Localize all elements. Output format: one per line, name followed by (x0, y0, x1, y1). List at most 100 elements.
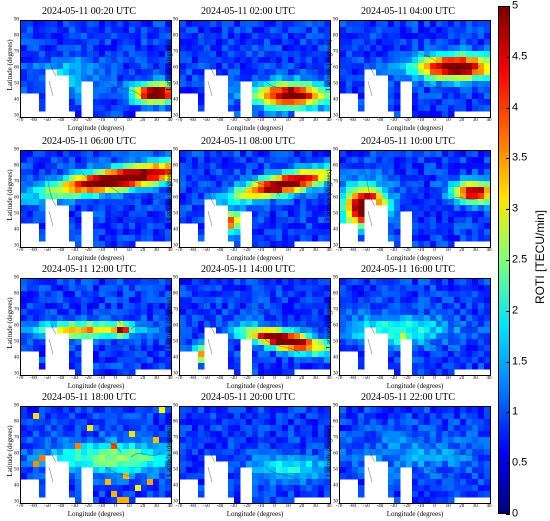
roti-map (20, 406, 172, 504)
x-tick-label: -70 (175, 248, 183, 253)
y-tick-label: 90 (333, 17, 338, 23)
x-tick-label: -20 (84, 248, 92, 253)
x-tick-label: -30 (230, 504, 237, 509)
y-tick-label: 50 (14, 211, 19, 217)
panel-title: 2024-05-11 14:00 UTC (200, 264, 296, 275)
x-tick-label: 40 (167, 504, 173, 509)
x-tick-label: -30 (71, 248, 78, 253)
x-tick-label: -50 (202, 376, 210, 381)
x-tick-label: 10 (445, 504, 451, 509)
x-tick-labels: -70 -60 -50 -40 -30 -20 -10 0 10 20 30 40 (336, 118, 492, 125)
x-tick-label: -60 (349, 118, 356, 123)
colorbar-tick-mark (506, 209, 510, 211)
y-tick-label: 40 (14, 227, 19, 233)
y-tick-label: 40 (14, 355, 19, 361)
x-tick-label: 20 (459, 248, 465, 253)
x-tick-label: -50 (362, 248, 370, 253)
y-tick-labels: 90 80 70 60 50 40 30 (331, 403, 339, 505)
x-tick-label: 40 (326, 376, 332, 381)
y-tick-label: 50 (333, 211, 338, 217)
colorbar-tick-mark (506, 6, 510, 7)
y-tick-label: 90 (14, 147, 19, 153)
y-tick-label: 30 (333, 113, 338, 119)
y-tick-label: 50 (333, 81, 338, 87)
roti-heatmap (340, 407, 490, 503)
x-axis-label: Longitude (degrees) (386, 382, 444, 390)
colorbar-tick-label: 0.5 (512, 456, 528, 469)
x-tick-label: 20 (299, 248, 305, 253)
x-tick-label: -10 (98, 376, 106, 381)
x-tick-label: -70 (335, 248, 343, 253)
y-tick-label: 80 (333, 419, 338, 425)
x-axis-label: Longitude (degrees) (67, 254, 125, 262)
y-tick-label: 60 (14, 65, 19, 71)
x-tick-labels: -70 -60 -50 -40 -30 -20 -10 0 10 20 30 40 (336, 376, 492, 383)
y-tick-label: 30 (173, 113, 178, 119)
x-tick-label: -30 (230, 248, 237, 253)
x-tick-label: 40 (167, 118, 173, 123)
y-tick-label: 30 (14, 499, 19, 505)
y-tick-label: 90 (14, 403, 19, 409)
colorbar-tick-mark (506, 107, 510, 109)
panel-title: 2024-05-11 06:00 UTC (41, 136, 137, 147)
x-tick-label: -20 (243, 376, 251, 381)
x-tick-label: 0 (114, 248, 117, 253)
y-tick-labels: 90 80 70 60 50 40 30 (12, 147, 20, 249)
map-panel: 2024-05-11 06:00 UTC Latitude (degrees) 90… (4, 136, 174, 262)
x-tick-label: 20 (459, 504, 465, 509)
map-panel: 2024-05-11 00:20 UTC Latitude (degrees) 90… (4, 6, 174, 132)
y-tick-labels: 90 80 70 60 50 40 30 (171, 404, 179, 505)
x-tick-label: -50 (43, 504, 51, 509)
x-tick-label: -60 (30, 376, 37, 381)
colorbar-tick-label: 1 (512, 405, 519, 418)
x-tick-label: 0 (433, 118, 436, 123)
x-tick-label: -30 (390, 376, 397, 381)
x-tick-label: -70 (16, 248, 24, 253)
x-tick-label: 0 (273, 248, 276, 253)
x-tick-label: 30 (312, 118, 318, 123)
x-tick-label: -10 (257, 376, 265, 381)
y-tick-label: 50 (173, 339, 178, 345)
x-tick-labels: -70 -60 -50 -40 -30 -20 -10 0 10 20 30 40 (176, 504, 332, 511)
y-tick-label: 60 (333, 323, 338, 329)
x-tick-label: -50 (362, 376, 370, 381)
y-tick-label: 40 (173, 483, 178, 489)
x-tick-label: 40 (326, 248, 332, 253)
y-tick-label: 80 (173, 419, 178, 425)
x-tick-labels: -70 -60 -50 -40 -30 -20 -10 0 10 20 30 40 (176, 118, 332, 125)
x-tick-label: 10 (445, 248, 451, 253)
y-tick-label: 50 (333, 339, 338, 345)
x-tick-label: 10 (126, 248, 132, 253)
y-tick-label: 70 (173, 307, 178, 313)
y-tick-label: 50 (14, 339, 19, 345)
x-tick-label: -20 (243, 118, 251, 123)
x-tick-label: 10 (285, 376, 291, 381)
y-tick-label: 50 (173, 211, 178, 217)
x-tick-label: -60 (30, 248, 37, 253)
x-tick-label: 20 (459, 118, 465, 123)
y-tick-label: 60 (14, 451, 19, 457)
y-tick-label: 70 (173, 49, 178, 55)
x-tick-label: -30 (71, 118, 78, 123)
x-tick-label: -70 (335, 504, 343, 509)
x-tick-label: 0 (433, 504, 436, 509)
y-tick-labels: 90 80 70 60 50 40 30 (171, 276, 179, 377)
x-tick-label: -50 (202, 504, 210, 509)
y-tick-label: 40 (333, 483, 338, 489)
x-tick-label: 20 (299, 118, 305, 123)
x-tick-label: 10 (285, 504, 291, 509)
y-tick-label: 90 (333, 275, 338, 281)
y-tick-labels: 90 80 70 60 50 40 30 (331, 275, 339, 377)
roti-heatmap (340, 151, 490, 247)
map-panel: 2024-05-11 02:00 UTC Latitude (degrees) 90… (163, 6, 333, 132)
y-tick-label: 70 (173, 179, 178, 185)
x-tick-label: -40 (376, 248, 384, 253)
y-tick-label: 80 (14, 419, 19, 425)
y-tick-label: 90 (333, 403, 338, 409)
x-tick-label: -70 (175, 376, 183, 381)
panel-title: 2024-05-11 12:00 UTC (41, 264, 137, 275)
x-tick-label: 40 (486, 118, 492, 123)
x-tick-label: -20 (84, 118, 92, 123)
roti-heatmap (21, 21, 171, 117)
roti-heatmap (180, 279, 330, 375)
